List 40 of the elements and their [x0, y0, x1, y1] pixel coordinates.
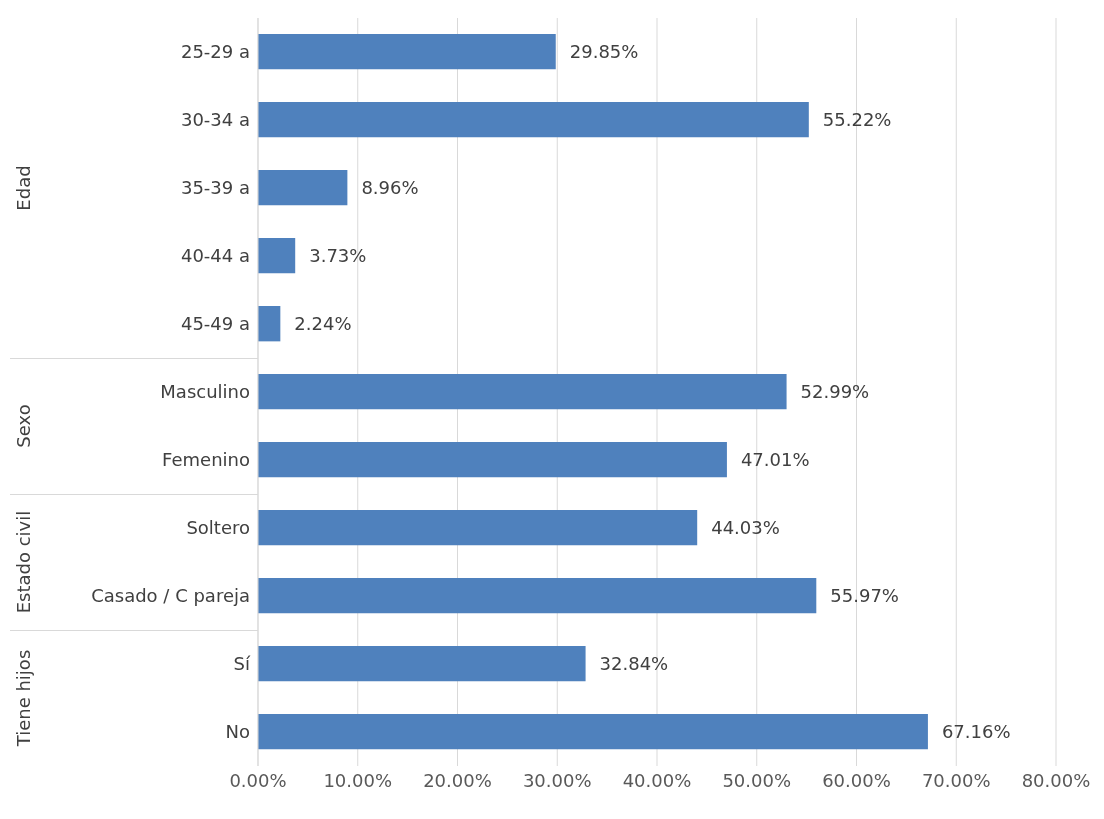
x-tick-label: 70.00% [921, 769, 991, 791]
x-tick-label: 30.00% [522, 769, 592, 791]
bar [258, 306, 281, 342]
x-tick-label: 40.00% [622, 769, 692, 791]
data-label: 29.85% [569, 41, 639, 63]
data-label: 2.24% [294, 313, 352, 335]
data-label: 3.73% [309, 245, 367, 267]
data-label: 47.01% [740, 449, 810, 471]
y-axis-title: Estado civil [13, 510, 35, 614]
y-tick-label: 30-34 a [180, 109, 250, 131]
data-label: 67.16% [941, 721, 1011, 743]
data-label: 55.22% [822, 109, 892, 131]
y-tick-label: 35-39 a [180, 177, 250, 199]
data-label: 8.96% [361, 177, 419, 199]
y-axis-title: Edad [13, 165, 35, 211]
data-label: 44.03% [711, 517, 780, 539]
data-label: 52.99% [800, 381, 870, 403]
bar [258, 238, 296, 274]
x-tick-label: 50.00% [722, 769, 792, 791]
bar [258, 102, 809, 138]
data-label: 32.84% [599, 653, 669, 675]
x-tick-label: 10.00% [323, 769, 393, 791]
y-tick-label: Masculino [160, 381, 250, 403]
y-axis-title: Sexo [13, 404, 35, 448]
y-tick-label: Sí [233, 653, 251, 675]
y-tick-label: 45-49 a [180, 313, 250, 335]
y-tick-label: No [225, 721, 250, 743]
y-axis-title: Tiene hijos [13, 649, 35, 748]
x-tick-label: 60.00% [822, 769, 891, 791]
x-tick-label: 20.00% [423, 769, 492, 791]
y-tick-label: Femenino [162, 449, 250, 471]
bar [258, 170, 348, 206]
y-tick-label: 25-29 a [180, 41, 250, 63]
y-tick-label: Casado / C pareja [91, 585, 250, 607]
x-tick-label: 80.00% [1021, 769, 1091, 791]
y-tick-label: 40-44 a [180, 245, 250, 267]
data-label: 55.97% [830, 585, 899, 607]
x-tick-label: 0.00% [229, 769, 287, 791]
bar [258, 34, 556, 70]
y-tick-label: Soltero [186, 517, 250, 539]
